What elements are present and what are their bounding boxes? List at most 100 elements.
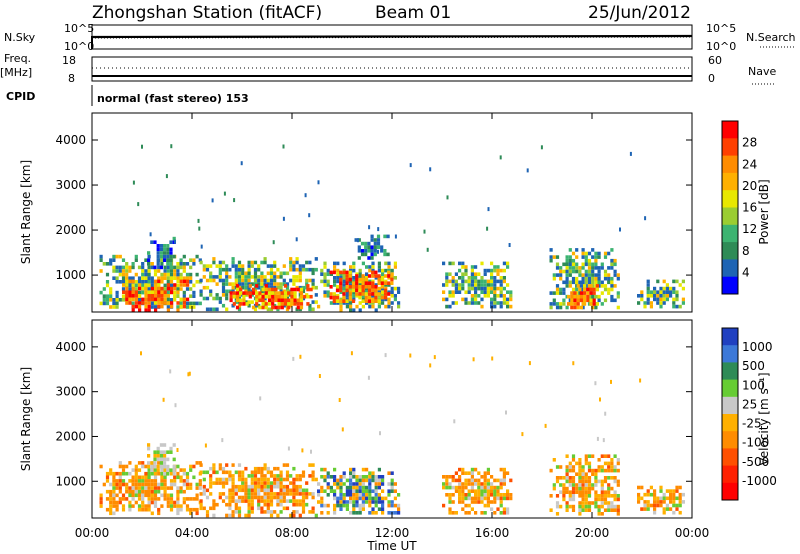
data-cell [474,489,478,493]
data-cell [287,298,291,303]
data-cell [128,301,132,305]
data-cell [361,493,365,497]
data-cell [371,281,375,285]
data-cell [305,488,309,493]
data-cell [218,492,222,496]
colorbar-swatch [722,431,738,449]
data-cell [150,297,154,302]
data-cell [587,258,592,263]
data-cell [257,293,261,297]
data-cell [323,283,327,287]
data-cell [390,482,394,486]
freq-unit-label: [MHz] [0,66,32,79]
data-cell [591,472,595,476]
data-cell [448,294,452,298]
data-cell [263,510,267,514]
data-cell [591,483,595,487]
data-cell [559,504,563,509]
data-cell [231,463,235,467]
data-cell [295,474,299,478]
data-cell [244,488,248,493]
data-cell [179,283,183,287]
data-cell [292,267,296,272]
data-cell [118,464,122,469]
data-cell [653,489,657,493]
data-cell [594,501,598,505]
nsky-label: N.Sky [4,31,36,44]
data-cell [260,278,264,283]
data-cell [269,510,274,514]
data-cell [109,493,113,498]
data-cell [591,294,595,299]
x-tick-label: 08:00 [275,526,310,540]
data-cell [656,500,660,504]
data-cell [656,279,660,284]
data-cell [160,493,164,498]
data-cell [147,504,151,508]
data-cell [308,267,312,272]
data-cell [448,261,452,266]
data-cell [274,294,278,299]
data-cell [235,298,240,303]
data-cell [150,479,154,483]
data-cell [308,474,312,478]
data-cell [156,244,160,248]
data-cell [257,285,261,290]
data-cell [215,502,219,507]
data-cell [173,272,177,277]
data-cell [273,484,277,489]
data-cell [502,297,506,302]
data-cell [105,507,110,512]
data-cell [253,282,258,286]
data-cell [234,264,238,268]
data-cell [597,479,601,484]
data-cell [137,507,142,512]
data-cell [274,298,278,303]
data-cell [496,485,500,490]
data-cell [568,494,572,498]
data-cell [241,264,245,268]
data-cell [153,500,158,505]
data-cell [260,488,264,493]
data-cell [381,290,385,294]
data-cell [147,471,151,476]
data-cell [377,478,381,483]
data-cell [144,308,148,312]
data-cell [273,474,277,478]
data-cell [189,511,193,516]
data-cell [169,471,174,476]
data-cell [263,477,267,482]
data-cell [470,286,474,291]
data-cell [339,503,343,508]
data-cell [314,293,318,297]
data-cell [144,489,148,494]
data-cell [237,293,242,297]
data-cell [381,511,385,515]
data-cell [486,226,489,231]
data-cell [333,279,337,284]
data-cell [241,278,245,283]
data-cell [348,277,352,282]
data-cell [355,478,359,483]
data-cell [374,485,378,490]
data-cell [257,264,261,268]
data-cell [115,500,119,505]
data-cell [218,477,222,482]
data-cell [166,286,170,291]
data-cell [349,304,353,309]
data-cell [289,264,293,268]
data-cell [283,302,288,306]
data-cell [99,301,103,306]
data-cell [125,297,129,302]
data-cell [156,468,160,472]
data-cell [393,261,397,266]
data-cell [269,484,274,489]
data-cell [257,499,261,503]
data-cell [290,302,294,306]
data-cell [565,262,569,267]
data-cell [285,271,290,276]
data-cell [584,490,588,494]
data-cell [672,304,676,309]
data-cell [218,275,222,279]
data-cell [678,492,682,497]
